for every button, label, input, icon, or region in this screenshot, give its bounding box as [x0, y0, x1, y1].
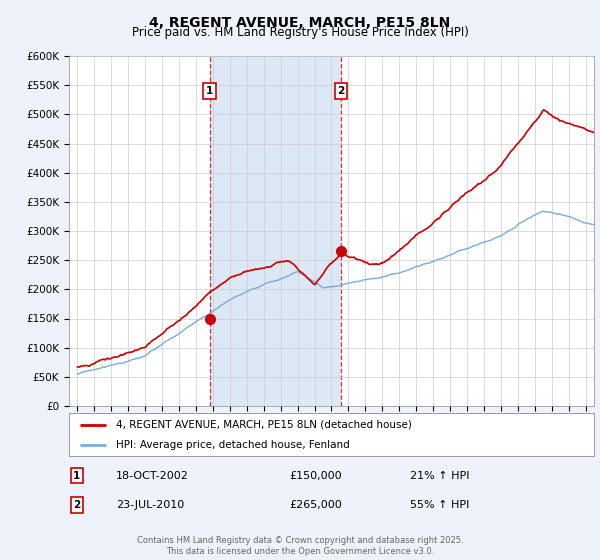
Text: 1: 1 [73, 470, 80, 480]
Text: Price paid vs. HM Land Registry's House Price Index (HPI): Price paid vs. HM Land Registry's House … [131, 26, 469, 39]
Text: £150,000: £150,000 [290, 470, 342, 480]
Text: 2: 2 [73, 500, 80, 510]
Text: 18-OCT-2002: 18-OCT-2002 [116, 470, 189, 480]
Text: 4, REGENT AVENUE, MARCH, PE15 8LN: 4, REGENT AVENUE, MARCH, PE15 8LN [149, 16, 451, 30]
Text: HPI: Average price, detached house, Fenland: HPI: Average price, detached house, Fenl… [116, 441, 350, 450]
Text: £265,000: £265,000 [290, 500, 342, 510]
Text: Contains HM Land Registry data © Crown copyright and database right 2025.
This d: Contains HM Land Registry data © Crown c… [137, 536, 463, 556]
Bar [209, 56, 341, 406]
Text: 2: 2 [337, 86, 344, 96]
Text: 1: 1 [206, 86, 213, 96]
Text: 23-JUL-2010: 23-JUL-2010 [116, 500, 185, 510]
Text: 4, REGENT AVENUE, MARCH, PE15 8LN (detached house): 4, REGENT AVENUE, MARCH, PE15 8LN (detac… [116, 420, 412, 430]
Text: 55% ↑ HPI: 55% ↑ HPI [410, 500, 470, 510]
Text: 21% ↑ HPI: 21% ↑ HPI [410, 470, 470, 480]
